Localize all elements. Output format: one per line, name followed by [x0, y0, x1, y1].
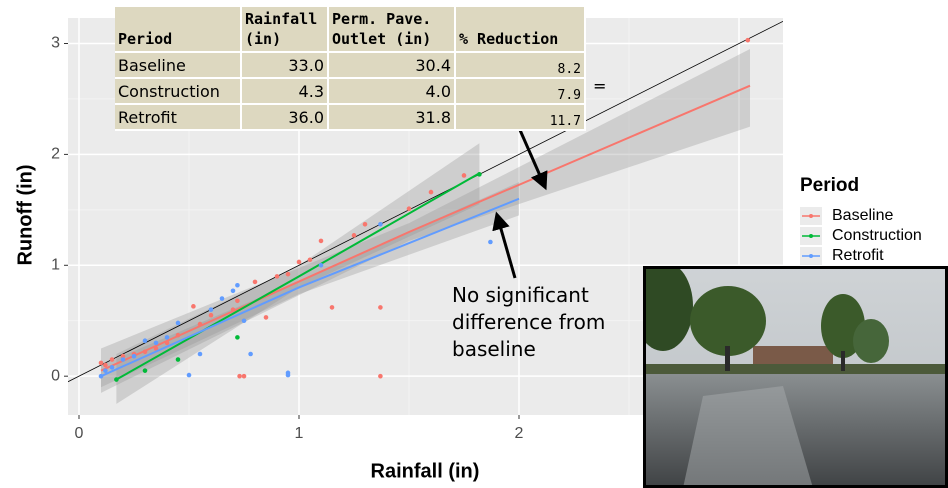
point — [99, 361, 104, 366]
point — [235, 298, 240, 303]
point — [103, 368, 108, 373]
point — [286, 373, 291, 378]
point — [378, 222, 383, 227]
legend-dot — [809, 234, 813, 238]
point — [407, 206, 412, 211]
table-header: % Reduction — [455, 7, 585, 52]
legend-label: Baseline — [832, 207, 893, 224]
point — [378, 305, 383, 310]
table-cell: 31.8 — [328, 104, 455, 130]
point — [209, 313, 214, 318]
table-cell: Construction — [115, 78, 241, 104]
grass-strip — [643, 364, 948, 374]
point — [330, 305, 335, 310]
point — [237, 374, 242, 379]
table-header: Rainfall (in) — [241, 7, 328, 52]
table-cell: 4.3 — [241, 78, 328, 104]
legend-label: Construction — [832, 227, 922, 244]
annotation: No significant difference from baseline — [452, 282, 632, 363]
point — [253, 280, 258, 285]
tree — [690, 286, 766, 356]
annotation-box: No significant difference from baseline — [452, 282, 642, 372]
legend-label: Retrofit — [832, 247, 884, 264]
point — [143, 368, 148, 373]
point — [235, 283, 240, 288]
table-cell: 36.0 — [241, 104, 328, 130]
point — [319, 263, 324, 268]
point — [110, 365, 115, 370]
point — [264, 315, 269, 320]
point — [191, 304, 196, 309]
table-cell: 7.9 — [455, 78, 585, 104]
legend-dot — [809, 254, 813, 258]
point — [363, 222, 368, 227]
point — [110, 357, 115, 362]
point — [275, 274, 280, 279]
table-cell: 33.0 — [241, 52, 328, 78]
point — [462, 173, 467, 178]
table-cell: 11.7 — [455, 104, 585, 130]
point — [488, 240, 493, 245]
point — [165, 335, 170, 340]
table-cell: Retrofit — [115, 104, 241, 130]
point — [308, 257, 313, 262]
y-axis-title: Runoff (in) — [14, 164, 36, 265]
point — [231, 288, 236, 293]
point — [198, 352, 203, 357]
point — [242, 318, 247, 323]
y-tick-label: 0 — [51, 367, 60, 384]
point — [154, 341, 159, 346]
point — [248, 352, 253, 357]
table-cell: 4.0 — [328, 78, 455, 104]
point — [242, 374, 247, 379]
summary-table: Period Rainfall (in) Perm. Pave. Outlet … — [115, 7, 586, 131]
point — [319, 239, 324, 244]
y-tick-label: 2 — [51, 146, 60, 163]
point — [378, 374, 383, 379]
table-header: Period — [115, 7, 241, 52]
point — [176, 357, 181, 362]
photo — [643, 266, 948, 488]
point — [429, 190, 434, 195]
point — [176, 321, 181, 326]
x-tick-label: 0 — [75, 425, 84, 442]
page: {"chart_data": {"type": "scatter", "x_la… — [0, 0, 948, 488]
x-axis-title: Rainfall (in) — [371, 460, 480, 482]
table-header: Perm. Pave. Outlet (in) — [328, 7, 455, 52]
legend-dot — [809, 214, 813, 218]
point — [235, 335, 240, 340]
x-tick-label: 1 — [295, 425, 304, 442]
tree — [853, 319, 889, 363]
legend-title: Period — [800, 175, 859, 196]
point — [121, 357, 126, 362]
point — [143, 338, 148, 343]
point — [132, 354, 137, 359]
annotation: = — [593, 77, 606, 96]
point — [286, 272, 291, 277]
point — [220, 296, 225, 301]
trunk — [841, 351, 845, 371]
table-cell: Baseline — [115, 52, 241, 78]
point — [297, 260, 302, 265]
point — [352, 233, 357, 238]
point — [209, 307, 214, 312]
y-tick-label: 1 — [51, 257, 60, 274]
table-cell: 8.2 — [455, 52, 585, 78]
point — [103, 363, 108, 368]
table-cell: 30.4 — [328, 52, 455, 78]
point — [187, 373, 192, 378]
trunk — [725, 346, 730, 371]
x-tick-label: 2 — [515, 425, 524, 442]
y-tick-label: 3 — [51, 35, 60, 52]
point — [746, 38, 751, 43]
